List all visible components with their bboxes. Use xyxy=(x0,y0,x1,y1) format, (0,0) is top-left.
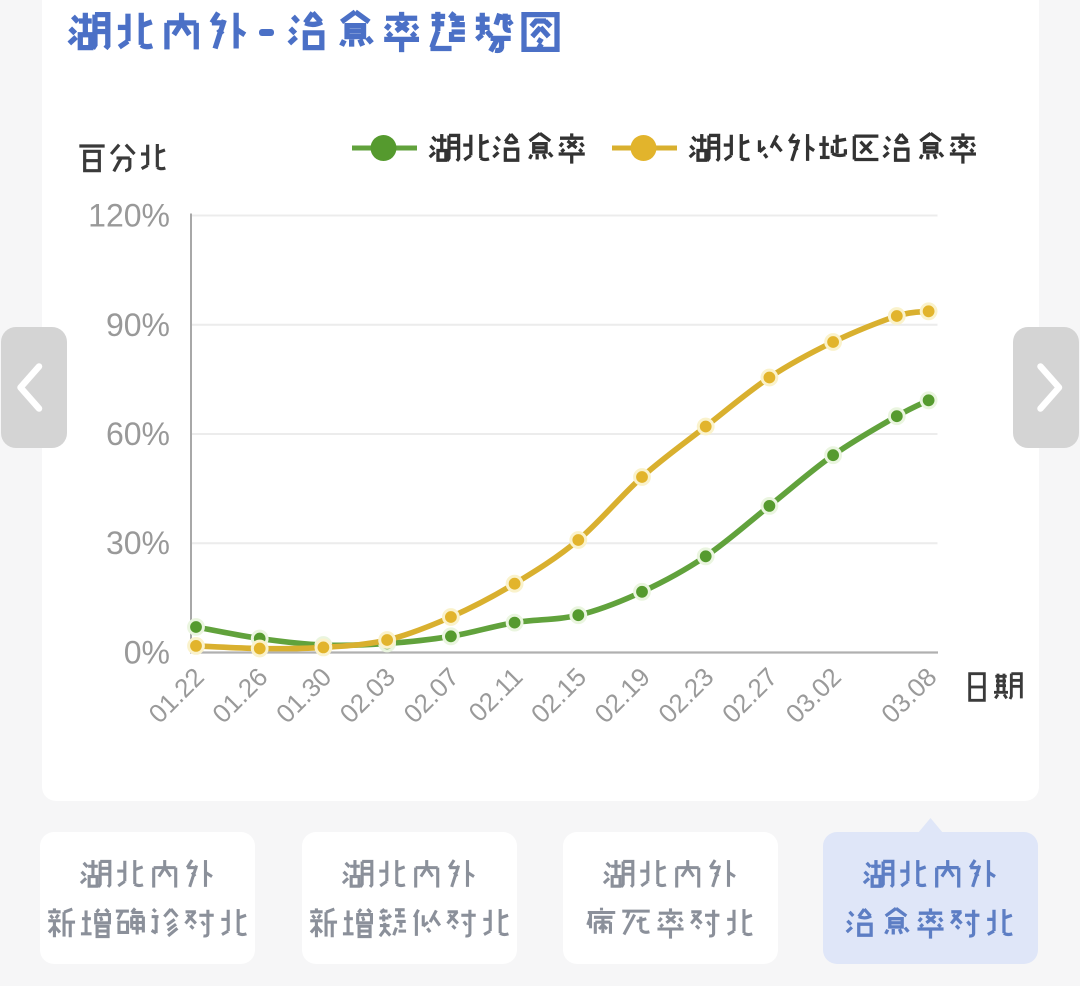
svg-text:90%: 90% xyxy=(106,307,170,343)
svg-text:0%: 0% xyxy=(124,635,170,671)
svg-text:60%: 60% xyxy=(106,416,170,452)
svg-text:120%: 120% xyxy=(88,198,170,234)
svg-text:30%: 30% xyxy=(106,525,170,561)
